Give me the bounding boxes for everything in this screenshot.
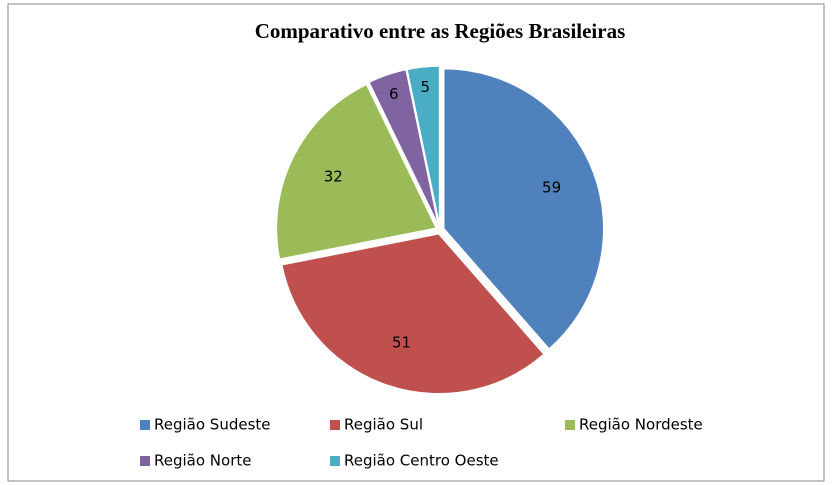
legend-swatch [565, 420, 575, 430]
chart-title: Comparativo entre as Regiões Brasileiras [255, 19, 626, 43]
legend-label: Região Centro Oeste [344, 452, 499, 470]
data-label: 6 [389, 85, 399, 103]
legend-swatch [330, 420, 340, 430]
legend-swatch [330, 456, 340, 466]
pie-slice [442, 67, 605, 351]
pie-slice [280, 232, 546, 395]
pie-slice [406, 65, 441, 227]
legend-swatch [140, 420, 150, 430]
data-label: 32 [324, 167, 343, 185]
data-label: 5 [421, 78, 431, 96]
data-label: 51 [392, 333, 411, 351]
pie-slice [275, 83, 438, 261]
legend-label: Região Sudeste [154, 416, 271, 434]
legend-label: Região Nordeste [579, 416, 703, 434]
legend-label: Região Norte [154, 452, 251, 470]
data-label: 59 [542, 179, 561, 197]
legend-label: Região Sul [344, 416, 423, 434]
pie-slice [367, 68, 440, 227]
legend-swatch [140, 456, 150, 466]
